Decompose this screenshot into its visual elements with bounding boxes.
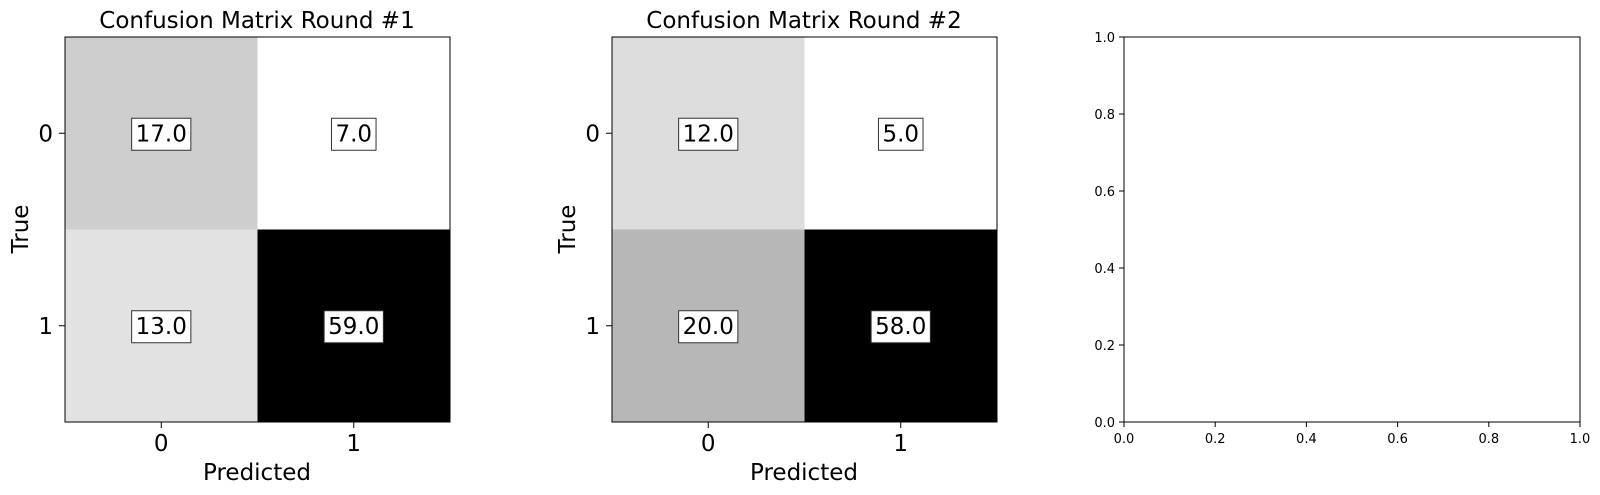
chart-1-value-label-1-0: 13.0 <box>136 314 187 340</box>
chart-1-value-box-1-0 <box>131 310 192 344</box>
chart-3-y-tick-label-5: 1.0 <box>1094 31 1115 46</box>
chart-1-value-label-0-1: 7.0 <box>335 121 372 147</box>
chart-2-cells: 12.0 5.0 20.0 58.0 <box>612 37 997 422</box>
chart-3-x-tick-label-5: 1.0 <box>1570 432 1591 447</box>
chart-3-x-tick-label-0: 0.0 <box>1114 432 1135 447</box>
chart-1-value-label-1-1: 59.0 <box>328 314 379 340</box>
chart-2-value-box-1-0 <box>678 310 739 344</box>
chart-3-y-tick-label-1: 0.2 <box>1094 339 1115 354</box>
chart-2-value-label-0-1: 5.0 <box>882 121 919 147</box>
chart-2-value-label-1-1: 58.0 <box>875 314 926 340</box>
chart-3-x-tick-label-3: 0.6 <box>1387 432 1408 447</box>
chart-1-y-ticks: 01 <box>38 121 65 340</box>
chart-2-y-ticks: 01 <box>585 121 612 340</box>
chart-3-x-tick-label-2: 0.4 <box>1296 432 1317 447</box>
chart-1-title: Confusion Matrix Round #1 <box>99 8 414 34</box>
chart-3-plot-frame <box>1123 36 1581 423</box>
chart-3-y-tick-label-0: 0.0 <box>1094 416 1115 431</box>
chart-2-value-label-1-0: 20.0 <box>683 314 734 340</box>
chart-2-value-box-1-1 <box>870 310 931 344</box>
chart-1-y-axis-label: True <box>8 205 34 255</box>
chart-3-y-tick-label-2: 0.4 <box>1094 262 1115 277</box>
chart-1-x-tick-label-1: 1 <box>346 431 361 457</box>
chart-2-y-tick-label-0: 0 <box>585 121 600 147</box>
chart-3-y-ticks: 0.0 0.2 0.4 0.6 0.8 1.0 <box>1094 31 1124 431</box>
chart-2-plot-frame <box>611 36 998 423</box>
chart-1-value-box-1-1 <box>323 310 384 344</box>
chart-1-x-axis-label: Predicted <box>203 460 311 486</box>
chart-2-x-tick-label-0: 0 <box>701 431 716 457</box>
chart-3-x-tick-label-4: 0.8 <box>1478 432 1499 447</box>
confusion-matrix-1: Confusion Matrix Round #1 17.0 7.0 13.0 59.… <box>8 8 451 486</box>
confusion-matrix-2: Confusion Matrix Round #2 12.0 5.0 20.0 58.… <box>555 8 998 486</box>
chart-1-y-tick-label-0: 0 <box>38 121 53 147</box>
chart-2-value-box-0-1 <box>877 117 924 151</box>
chart-2-value-label-0-0: 12.0 <box>683 121 734 147</box>
chart-2-x-axis-label: Predicted <box>750 460 858 486</box>
chart-2-y-tick-label-1: 1 <box>585 314 600 340</box>
chart-3-y-tick-label-3: 0.6 <box>1094 185 1115 200</box>
chart-2-value-box-0-0 <box>678 117 739 151</box>
chart-1-value-box-0-1 <box>330 117 377 151</box>
chart-2-y-axis-label: True <box>555 205 581 255</box>
chart-1-value-box-0-0 <box>131 117 192 151</box>
chart-1-x-tick-label-0: 0 <box>154 431 169 457</box>
chart-3-y-tick-label-4: 0.8 <box>1094 108 1115 123</box>
chart-3-x-tick-label-1: 0.2 <box>1205 432 1226 447</box>
chart-1-cells: 17.0 7.0 13.0 59.0 <box>65 37 450 422</box>
empty-axes-3: 0.0 0.2 0.4 0.6 0.8 1.0 0.0 0.2 0.4 0.6 0.8 1.0 <box>1094 31 1590 447</box>
chart-1-value-label-0-0: 17.0 <box>136 121 187 147</box>
chart-3-x-ticks: 0.0 0.2 0.4 0.6 0.8 1.0 <box>1114 422 1591 447</box>
chart-2-x-tick-label-1: 1 <box>893 431 908 457</box>
chart-2-title: Confusion Matrix Round #2 <box>646 8 961 34</box>
chart-1-y-tick-label-1: 1 <box>38 314 53 340</box>
chart-1-plot-frame <box>64 36 451 423</box>
